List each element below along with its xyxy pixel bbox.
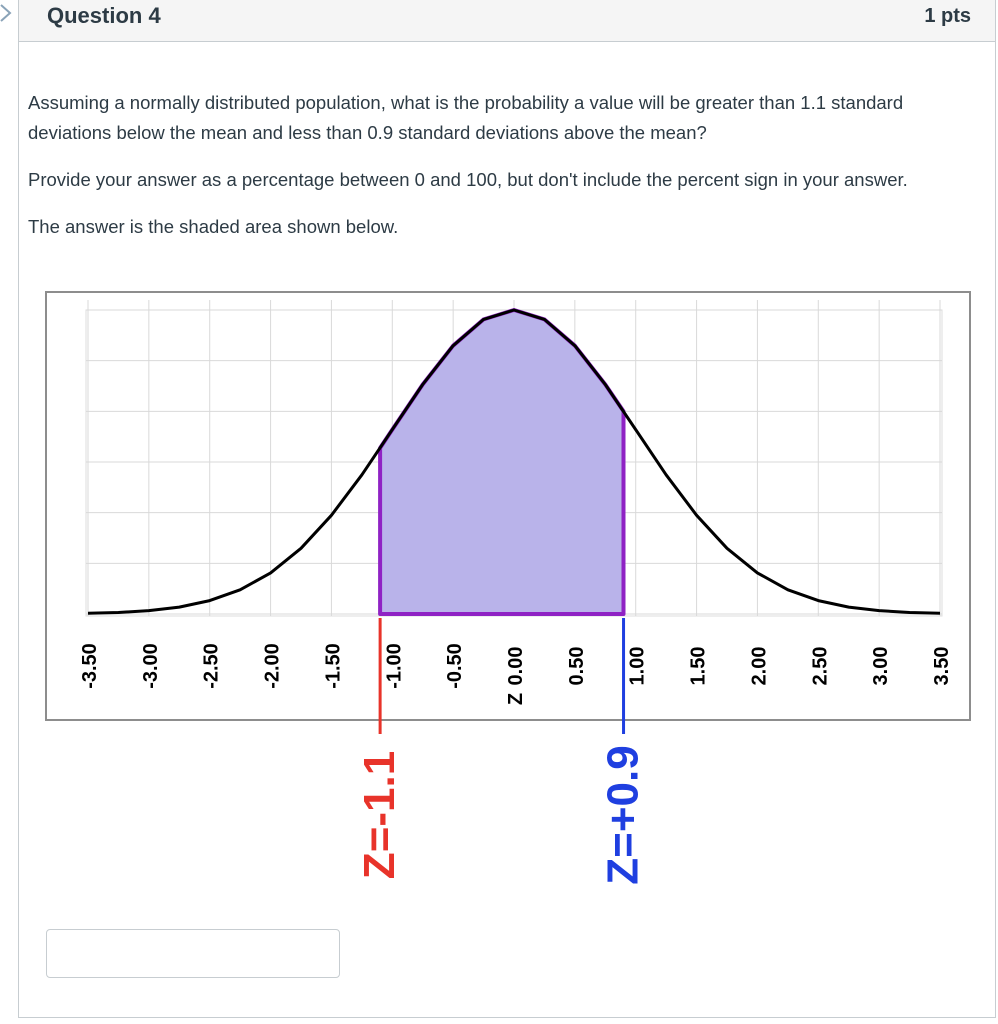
question-header: Question 4 1 pts [19,0,995,42]
expand-arrow-icon[interactable] [0,0,18,40]
question-body: Assuming a normally distributed populati… [28,88,948,259]
answer-input[interactable] [46,929,340,978]
question-points: 1 pts [924,5,971,27]
answer-instructions: Provide your answer as a percentage betw… [28,169,908,190]
question-title: Question 4 [47,3,161,28]
question-prompt: Assuming a normally distributed populati… [28,92,904,143]
figure-caption: The answer is the shaded area shown belo… [28,216,399,237]
